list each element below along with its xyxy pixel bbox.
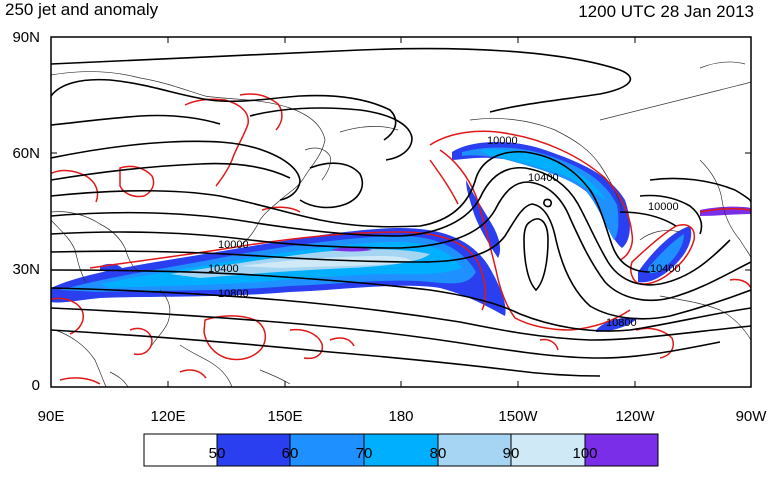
contour-label: 10000 [648, 201, 679, 213]
lat-label-30n: 30N [12, 261, 40, 278]
colorbar [143, 433, 659, 467]
lon-label-120w: 120W [615, 408, 655, 425]
lon-label-90w: 90W [735, 408, 767, 425]
chart-title: 250 jet and anomaly [5, 0, 159, 19]
lon-label-150w: 150W [498, 408, 538, 425]
colorbar-box [584, 433, 659, 467]
contour-label: 10400 [208, 263, 239, 275]
map-plot: 10000 10400 10000 10400 10800 10000 1040… [51, 47, 751, 387]
contour-labels: 10000 10400 10000 10400 10800 10000 1040… [208, 135, 681, 329]
axis-ticks [50, 36, 752, 388]
valid-time: 1200 UTC 28 Jan 2013 [578, 2, 754, 21]
lon-label-180: 180 [388, 408, 414, 425]
contour-label: 10800 [606, 317, 637, 329]
colorbar-label: 80 [429, 445, 447, 462]
anomaly-contours [51, 93, 751, 385]
lat-label-0: 0 [31, 377, 40, 394]
colorbar-label: 90 [502, 445, 520, 462]
colorbar-box [216, 433, 291, 467]
colorbar-label: 100 [572, 445, 598, 462]
lon-label-90e: 90E [37, 408, 65, 425]
contour-label: 10800 [218, 288, 249, 300]
jet-shading [51, 141, 751, 332]
colorbar-box [143, 433, 218, 467]
contour-label: 10000 [487, 135, 518, 147]
colorbar-box [437, 433, 512, 467]
colorbar-box [289, 433, 365, 467]
colorbar-label: 70 [355, 445, 373, 462]
lon-label-120e: 120E [150, 408, 186, 425]
lon-label-150e: 150E [267, 408, 303, 425]
contour-label: 10400 [650, 263, 681, 275]
lat-label-90n: 90N [12, 29, 40, 46]
coastlines [51, 61, 751, 387]
contour-label: 10400 [528, 172, 559, 184]
colorbar-label: 50 [208, 445, 226, 462]
colorbar-label: 60 [281, 445, 299, 462]
lat-label-60n: 60N [12, 145, 40, 162]
height-contours [51, 47, 751, 377]
colorbar-box [363, 433, 439, 467]
contour-label: 10000 [218, 239, 249, 251]
